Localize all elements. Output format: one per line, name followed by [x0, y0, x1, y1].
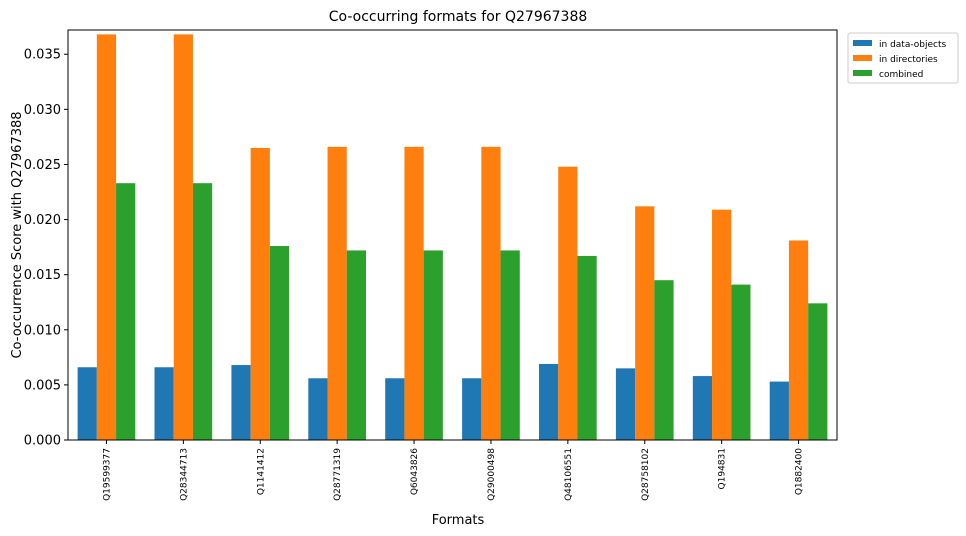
bar-combined-Q28771319	[346, 250, 366, 440]
bar-combined-Q194831	[731, 284, 751, 440]
bar-in-directories-Q28344713	[173, 34, 193, 441]
bar-combined-Q1882400	[808, 303, 828, 440]
legend-swatch	[853, 70, 872, 76]
bar-in-directories-Q194831	[712, 209, 732, 440]
x-tick-label: Q19599377	[102, 448, 112, 501]
bar-in-data-objects-Q194831	[692, 376, 713, 440]
x-tick-label: Q194831	[718, 448, 728, 489]
x-tick-label: Q1882400	[795, 448, 805, 495]
y-tick-label: 0.015	[24, 268, 61, 283]
legend: in data-objects in directories combined	[847, 32, 959, 84]
bar-in-directories-Q6043826	[404, 146, 424, 441]
bars-group	[77, 34, 828, 441]
chart-title: Co-occurring formats for Q27967388	[329, 9, 588, 25]
legend-label: in data-objects	[879, 40, 946, 50]
bar-combined-Q6043826	[423, 250, 443, 440]
y-tick-label: 0.035	[24, 48, 61, 63]
y-tick-label: 0.030	[24, 103, 61, 118]
y-tick-label: 0.005	[24, 378, 61, 393]
legend-label: in directories	[879, 55, 938, 65]
bar-in-directories-Q48106551	[558, 166, 578, 440]
bar-in-data-objects-Q1141412	[231, 365, 251, 440]
legend-swatch	[853, 40, 872, 46]
bar-in-directories-Q1141412	[250, 147, 270, 440]
y-tick-label: 0.025	[24, 158, 61, 173]
bar-in-directories-Q28758102	[635, 206, 655, 440]
bar-in-data-objects-Q48106551	[539, 363, 559, 440]
x-axis: Q19599377 Q28344713 Q1141412 Q28771319 Q6043…	[102, 440, 805, 501]
bar-in-directories-Q28771319	[327, 146, 347, 441]
bar-in-directories-Q29000498	[481, 146, 501, 441]
y-tick-label: 0.000	[24, 434, 61, 449]
bar-combined-Q28344713	[192, 183, 213, 441]
bar-combined-Q48106551	[577, 255, 597, 440]
bar-in-data-objects-Q1882400	[769, 381, 789, 440]
x-tick-label: Q28344713	[179, 448, 189, 501]
legend-frame	[847, 32, 959, 84]
bar-combined-Q29000498	[500, 250, 520, 440]
bar-combined-Q1141412	[269, 246, 290, 440]
y-tick-label: 0.010	[24, 323, 61, 338]
y-axis-label: Co-occurrence Score with Q27967388	[10, 111, 25, 358]
x-axis-label: Formats	[432, 513, 485, 528]
legend-swatch	[853, 55, 872, 61]
y-axis: 0.000 0.005 0.010 0.015 0.020 0.025 0.030 0.035	[24, 48, 68, 449]
bar-in-data-objects-Q29000498	[462, 378, 482, 440]
bar-in-data-objects-Q19599377	[77, 367, 97, 440]
legend-label: combined	[879, 70, 923, 80]
bar-in-data-objects-Q28344713	[154, 367, 174, 440]
bar-combined-Q19599377	[116, 183, 136, 441]
x-tick-label: Q1141412	[256, 448, 266, 495]
y-tick-label: 0.020	[24, 213, 61, 228]
x-tick-label: Q48106551	[564, 448, 574, 501]
x-tick-label: Q28758102	[641, 448, 651, 501]
bar-in-data-objects-Q28758102	[615, 368, 636, 440]
bar-in-data-objects-Q6043826	[385, 378, 405, 440]
bar-in-directories-Q19599377	[96, 34, 117, 441]
x-tick-label: Q29000498	[487, 448, 497, 501]
bar-in-data-objects-Q28771319	[308, 378, 328, 440]
x-tick-label: Q28771319	[333, 448, 343, 501]
bar-combined-Q28758102	[654, 280, 674, 440]
x-tick-label: Q6043826	[410, 448, 420, 495]
bar-in-directories-Q1882400	[788, 240, 809, 440]
plot-frame	[67, 29, 838, 441]
